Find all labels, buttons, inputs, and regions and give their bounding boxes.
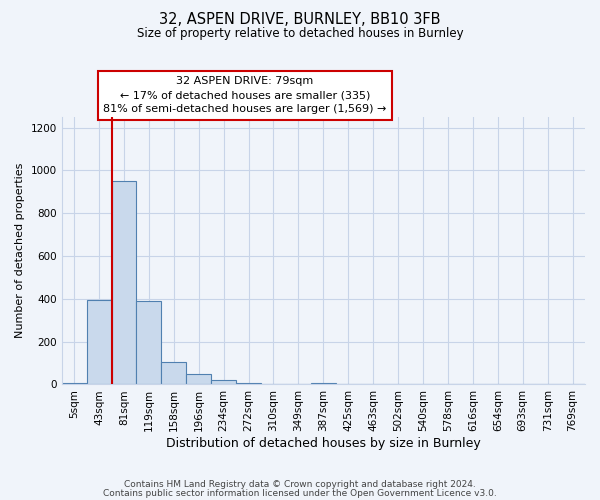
Text: Size of property relative to detached houses in Burnley: Size of property relative to detached ho… bbox=[137, 28, 463, 40]
Y-axis label: Number of detached properties: Number of detached properties bbox=[15, 163, 25, 338]
Text: 32 ASPEN DRIVE: 79sqm
← 17% of detached houses are smaller (335)
81% of semi-det: 32 ASPEN DRIVE: 79sqm ← 17% of detached … bbox=[103, 76, 386, 114]
Bar bbox=[161, 362, 186, 384]
Bar bbox=[211, 380, 236, 384]
Bar bbox=[236, 382, 261, 384]
Text: Contains HM Land Registry data © Crown copyright and database right 2024.: Contains HM Land Registry data © Crown c… bbox=[124, 480, 476, 489]
Text: 32, ASPEN DRIVE, BURNLEY, BB10 3FB: 32, ASPEN DRIVE, BURNLEY, BB10 3FB bbox=[159, 12, 441, 28]
X-axis label: Distribution of detached houses by size in Burnley: Distribution of detached houses by size … bbox=[166, 437, 481, 450]
Bar bbox=[86, 300, 112, 384]
Bar bbox=[136, 301, 161, 384]
Bar bbox=[186, 374, 211, 384]
Text: Contains public sector information licensed under the Open Government Licence v3: Contains public sector information licen… bbox=[103, 488, 497, 498]
Bar bbox=[112, 181, 136, 384]
